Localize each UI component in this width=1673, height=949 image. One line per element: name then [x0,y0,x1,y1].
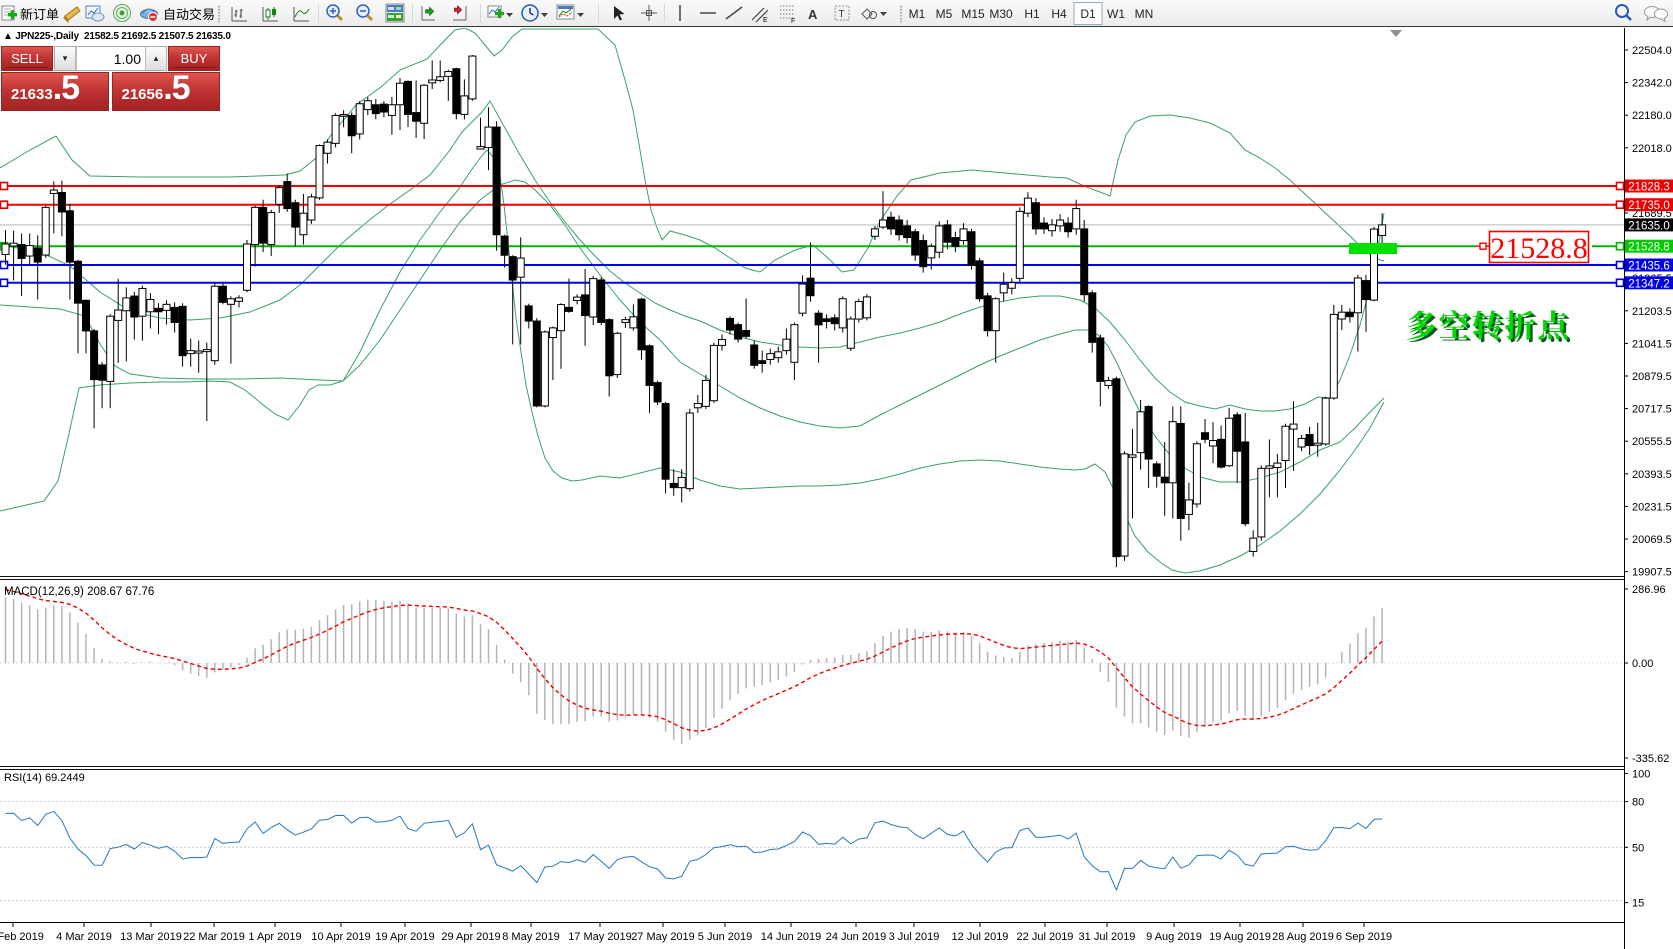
svg-text:22018.0: 22018.0 [1632,143,1672,155]
svg-text:21528.8: 21528.8 [1628,242,1670,254]
svg-text:20393.5: 20393.5 [1632,469,1672,481]
svg-text:20555.5: 20555.5 [1632,436,1672,448]
svg-text:MACD(12,26,9) 208.67 67.76: MACD(12,26,9) 208.67 67.76 [4,586,154,598]
svg-text:21735.0: 21735.0 [1628,200,1670,212]
svg-text:20069.5: 20069.5 [1632,534,1672,546]
svg-text:19 Aug 2019: 19 Aug 2019 [1209,931,1271,943]
svg-text:20879.5: 20879.5 [1632,371,1672,383]
svg-text:15: 15 [1632,898,1644,910]
svg-text:W1: W1 [1107,7,1125,21]
svg-text:22 Mar 2019: 22 Mar 2019 [183,931,245,943]
svg-text:21347.2: 21347.2 [1628,278,1670,290]
svg-text:50: 50 [1632,842,1644,854]
svg-text:5 Jun 2019: 5 Jun 2019 [698,931,752,943]
svg-text:M5: M5 [936,7,953,21]
svg-text:21041.5: 21041.5 [1632,338,1672,350]
svg-text:19 Apr 2019: 19 Apr 2019 [375,931,434,943]
svg-text:A: A [808,7,818,22]
svg-text:8 May 2019: 8 May 2019 [502,931,559,943]
svg-text:RSI(14) 69.2449: RSI(14) 69.2449 [4,772,85,784]
svg-text:21528.8: 21528.8 [1490,232,1588,265]
svg-text:29 Apr 2019: 29 Apr 2019 [441,931,500,943]
svg-text:27 May 2019: 27 May 2019 [631,931,695,943]
svg-text:22 Feb 2019: 22 Feb 2019 [0,931,44,943]
svg-text:21203.5: 21203.5 [1632,306,1672,318]
svg-text:17 May 2019: 17 May 2019 [568,931,632,943]
svg-text:20231.5: 20231.5 [1632,501,1672,513]
svg-text:24 Jun 2019: 24 Jun 2019 [826,931,887,943]
svg-text:19907.5: 19907.5 [1632,567,1672,579]
svg-text:T: T [839,9,845,20]
svg-text:286.96: 286.96 [1632,584,1666,596]
svg-text:100: 100 [1632,769,1650,781]
svg-text:14 Jun 2019: 14 Jun 2019 [761,931,822,943]
svg-text:H4: H4 [1051,7,1067,21]
svg-text:28 Aug 2019: 28 Aug 2019 [1272,931,1334,943]
svg-text:80: 80 [1632,797,1644,809]
svg-text:31 Jul 2019: 31 Jul 2019 [1079,931,1136,943]
svg-text:22504.0: 22504.0 [1632,45,1672,57]
svg-text:-335.62: -335.62 [1632,753,1669,765]
svg-text:20717.5: 20717.5 [1632,404,1672,416]
svg-text:F: F [791,18,795,25]
svg-text:22180.0: 22180.0 [1632,110,1672,122]
svg-text:4 Mar 2019: 4 Mar 2019 [56,931,112,943]
svg-text:H1: H1 [1024,7,1040,21]
svg-text:M30: M30 [989,7,1013,21]
svg-text:21635.0: 21635.0 [1628,220,1670,232]
svg-text:12 Jul 2019: 12 Jul 2019 [952,931,1009,943]
svg-text:1 Apr 2019: 1 Apr 2019 [248,931,301,943]
svg-text:3 Jul 2019: 3 Jul 2019 [889,931,940,943]
svg-text:6 Sep 2019: 6 Sep 2019 [1336,931,1392,943]
svg-text:0.00: 0.00 [1632,658,1653,670]
svg-text:9 Aug 2019: 9 Aug 2019 [1146,931,1202,943]
svg-text:10 Apr 2019: 10 Apr 2019 [311,931,370,943]
svg-text:13 Mar 2019: 13 Mar 2019 [120,931,182,943]
svg-text:21435.6: 21435.6 [1628,261,1670,273]
svg-text:M1: M1 [909,7,926,21]
svg-text:22 Jul 2019: 22 Jul 2019 [1017,931,1074,943]
svg-text:E: E [763,17,768,24]
svg-text:22342.0: 22342.0 [1632,78,1672,90]
svg-text:M15: M15 [961,7,985,21]
svg-text:21828.3: 21828.3 [1628,182,1670,194]
svg-text:MN: MN [1135,7,1154,21]
svg-text:D1: D1 [1080,7,1096,21]
